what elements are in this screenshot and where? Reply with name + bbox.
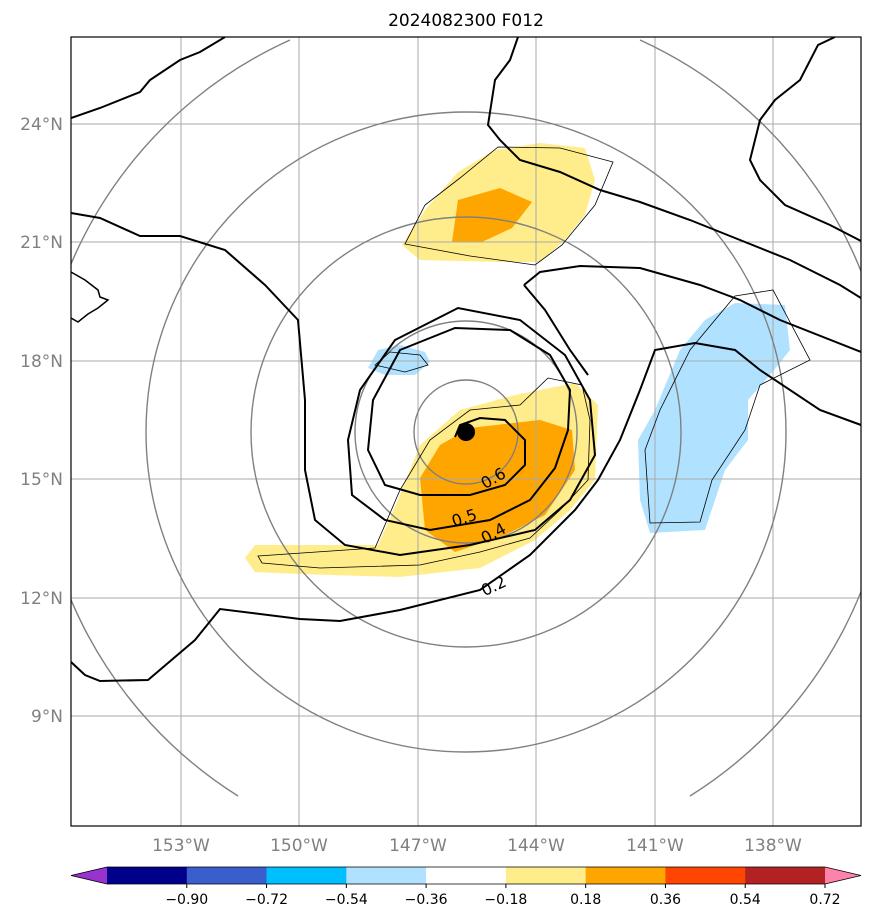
shade-west-blue bbox=[368, 345, 430, 375]
range-rings bbox=[71, 39, 861, 797]
colorbar-segment bbox=[107, 867, 188, 884]
colorbar-segment bbox=[745, 867, 826, 884]
colorbar-tick-label: −0.90 bbox=[165, 892, 208, 908]
lat-label: 21°N bbox=[20, 233, 63, 253]
thin-contours bbox=[257, 146, 811, 569]
lat-label: 15°N bbox=[20, 470, 63, 490]
contour-to-storm bbox=[523, 284, 589, 376]
colorbar-segment bbox=[266, 867, 347, 884]
lon-label: 150°W bbox=[270, 836, 328, 856]
lon-label: 144°W bbox=[507, 836, 565, 856]
map-title: 2024082300 F012 bbox=[388, 11, 544, 31]
colorbar-extend-low bbox=[71, 867, 107, 884]
contour-ne bbox=[748, 37, 861, 242]
lon-label: 141°W bbox=[626, 836, 684, 856]
lon-label: 138°W bbox=[744, 836, 802, 856]
colorbar-segment bbox=[665, 867, 746, 884]
lon-label: 147°W bbox=[389, 836, 447, 856]
colorbar-extend-high bbox=[825, 867, 861, 884]
latitude-labels: 24°N 21°N 18°N 15°N 12°N 9°N bbox=[20, 115, 63, 727]
colorbar-tick-label: −0.72 bbox=[245, 892, 288, 908]
lat-label: 12°N bbox=[20, 589, 63, 609]
colorbar-segment bbox=[346, 867, 427, 884]
colorbar-tick-label: −0.18 bbox=[484, 892, 527, 908]
black-contours bbox=[71, 37, 861, 683]
colorbar-segment bbox=[426, 867, 507, 884]
storm-center-marker bbox=[457, 423, 475, 441]
colorbar-tick-label: −0.54 bbox=[325, 892, 368, 908]
colorbar-tick-label: 0.54 bbox=[730, 892, 761, 908]
contour-north bbox=[486, 37, 861, 299]
colorbar-segment bbox=[505, 867, 587, 884]
lat-label: 9°N bbox=[31, 707, 63, 727]
longitude-labels: 153°W 150°W 147°W 144°W 141°W 138°W bbox=[152, 836, 802, 856]
colorbar-tick-label: −0.36 bbox=[405, 892, 448, 908]
contour-spiral bbox=[71, 212, 597, 557]
map-frame bbox=[70, 36, 862, 827]
lat-label: 24°N bbox=[20, 115, 63, 135]
colorbar-tick-label: 0.18 bbox=[570, 892, 601, 908]
lon-label: 153°W bbox=[152, 836, 210, 856]
colorbar-segment bbox=[186, 867, 268, 884]
gridlines bbox=[71, 37, 861, 826]
contour-mid bbox=[523, 264, 861, 353]
colorbar-outline bbox=[70, 866, 862, 885]
contour-outer bbox=[71, 341, 861, 683]
contour-nw bbox=[71, 37, 226, 119]
shade-north-orange bbox=[452, 188, 532, 242]
colorbar: −0.90 −0.72 −0.54 −0.36 −0.18 0.18 0.36 0.54 0.7… bbox=[70, 866, 862, 908]
coastline bbox=[71, 271, 110, 323]
colorbar-segment bbox=[585, 867, 666, 884]
lat-label: 18°N bbox=[20, 352, 63, 372]
colorbar-tick-label: 0.72 bbox=[809, 892, 840, 908]
colorbar-tick-label: 0.36 bbox=[650, 892, 681, 908]
map-area: 0.6 0.5 0.4 0.2 bbox=[71, 37, 861, 826]
